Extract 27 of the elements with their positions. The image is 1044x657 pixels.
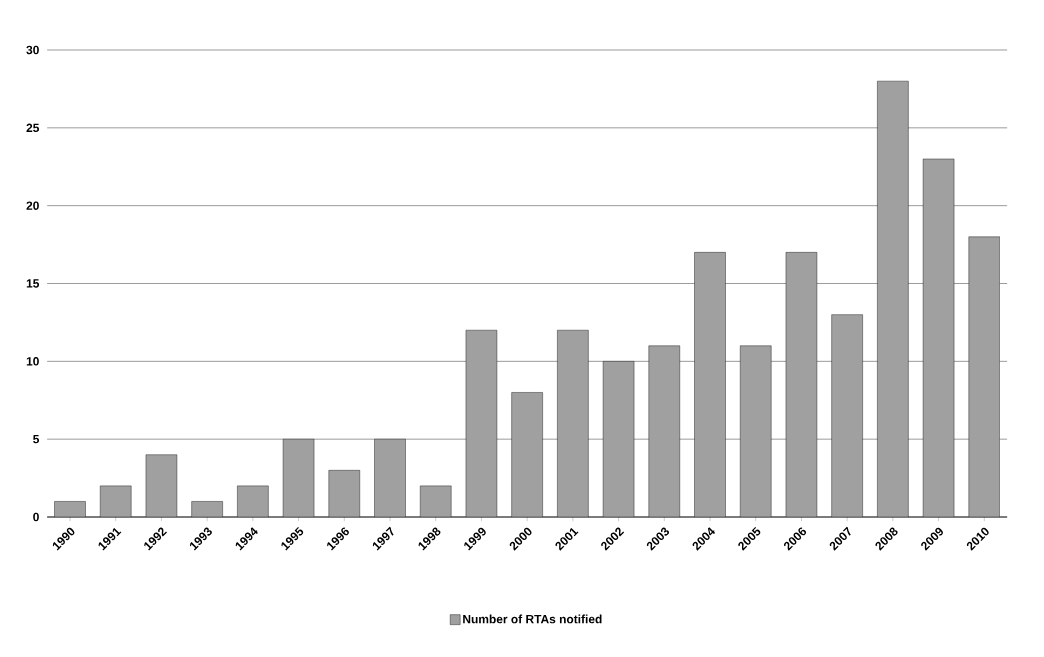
bar: [374, 438, 406, 517]
y-tick-label: 10: [26, 357, 39, 366]
bar: [968, 236, 1000, 517]
y-tick-label: 15: [26, 279, 40, 288]
bar: [237, 485, 269, 517]
bar: [328, 470, 360, 517]
bar: [145, 454, 178, 517]
bar: [648, 345, 680, 517]
y-tick-label: 5: [33, 435, 40, 444]
bar: [877, 80, 909, 517]
bar: [740, 345, 772, 517]
bar: [785, 252, 818, 517]
bar: [465, 330, 498, 517]
bar: [100, 485, 132, 517]
bar: [694, 252, 726, 517]
y-tick-label: 20: [26, 201, 39, 210]
bar: [602, 361, 635, 517]
bar: [922, 158, 955, 517]
bar: [831, 314, 863, 517]
y-tick-label: 0: [33, 512, 39, 522]
bar: [282, 438, 315, 517]
y-tick-label: 30: [26, 45, 39, 55]
bar: [557, 330, 589, 517]
bar: [420, 485, 452, 517]
legend-label: Number of RTAs notified: [463, 614, 602, 624]
bar: [511, 392, 543, 517]
y-tick-label: 25: [26, 123, 40, 133]
